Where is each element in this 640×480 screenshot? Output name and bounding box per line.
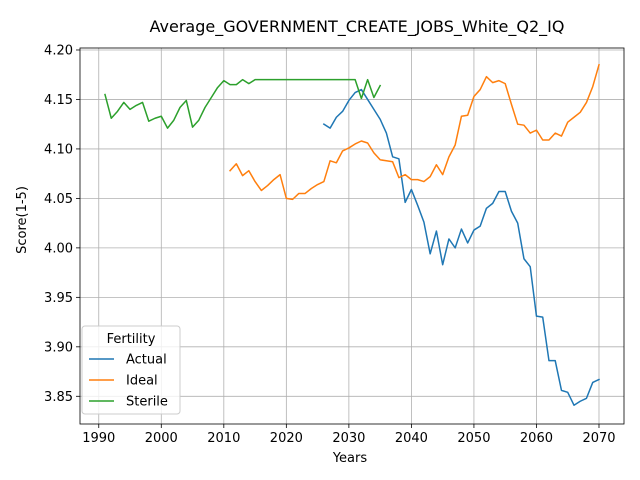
series-lines [104,63,600,406]
x-tick-label-2020: 2020 [270,431,303,446]
legend-label-sterile: Sterile [126,395,168,410]
legend-box [81,325,181,415]
y-tick-label-1: 3.90 [44,340,73,355]
x-tick-label-2000: 2000 [145,431,178,446]
y-tick-label-7: 4.20 [44,43,73,58]
y-tick-label-4: 4.05 [44,192,73,207]
x-tick-label-2040: 2040 [395,431,428,446]
x-tick-label-2060: 2060 [520,431,553,446]
series-line-actual [322,88,600,406]
legend-entries: Actual Ideal Sterile [89,353,168,410]
y-tick-label-0: 3.85 [44,390,73,405]
x-tick-label-2070: 2070 [582,431,615,446]
plot-frame [79,47,625,425]
legend: Fertility Actual Ideal Sterile [81,325,181,415]
y-axis-label: Score(1-5) [15,186,30,254]
series-line-sterile [104,78,382,129]
legend-label-actual: Actual [126,353,167,368]
y-tick-label-6: 4.15 [44,93,73,108]
y-tick-label-3: 4.00 [44,241,73,256]
x-tick-label-1990: 1990 [82,431,115,446]
axes: 1990 2000 2010 2020 2030 2040 2050 2060 2070 3.85… [44,43,625,446]
y-tick-label-2: 3.95 [44,291,73,306]
legend-title: Fertility [107,332,156,347]
series-line-ideal [229,63,600,201]
x-axis-label: Years [332,451,368,466]
legend-label-ideal: Ideal [126,374,158,389]
x-tick-label-2050: 2050 [457,431,490,446]
x-tick-label-2030: 2030 [332,431,365,446]
chart-title: Average_GOVERNMENT_CREATE_JOBS_White_Q2_… [150,17,565,37]
x-tick-label-2010: 2010 [207,431,240,446]
gridlines [80,48,624,424]
y-tick-label-5: 4.10 [44,142,73,157]
